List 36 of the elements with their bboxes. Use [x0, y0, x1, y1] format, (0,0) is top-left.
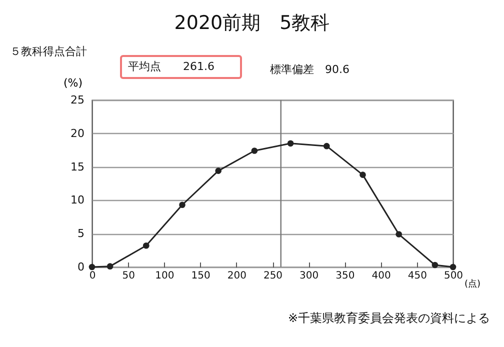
x-tick-label: 350 — [336, 270, 355, 282]
point — [251, 148, 258, 154]
point — [450, 264, 456, 270]
y-tick-label: 25 — [70, 94, 84, 106]
point — [179, 202, 186, 208]
x-tick-label: 200 — [227, 270, 246, 282]
y-tick-label: 20 — [70, 126, 84, 140]
text: 平均点 261.6 — [127, 59, 216, 75]
y-tick-label: 5 — [78, 227, 84, 240]
point — [360, 172, 366, 178]
x-tick-label: 500 — [444, 270, 464, 282]
text: 標準偏差 90.6 — [270, 62, 350, 77]
x-tick-label: 50 — [122, 270, 135, 282]
x-tick-label: 300 — [300, 270, 319, 282]
chart-title: 2020前期 5教科 — [173, 11, 331, 36]
chart-subtitle: ５教科得点合計 — [10, 44, 87, 59]
x-axis-title: (点) — [464, 278, 481, 290]
x-tick-label: 150 — [191, 270, 210, 282]
point — [432, 262, 438, 268]
point — [88, 264, 96, 270]
text: ※千葉県教育委員会発表の資料による — [288, 310, 490, 327]
x-tick-label: 250 — [263, 270, 283, 282]
x-tick-label: 0 — [89, 270, 96, 282]
y-tick-label: 15 — [70, 160, 84, 174]
point — [396, 231, 402, 238]
y-tick-label: 0 — [78, 260, 84, 274]
point — [323, 142, 330, 150]
point — [215, 168, 222, 174]
point — [106, 263, 114, 270]
x-tick-label: 450 — [408, 270, 427, 282]
x-tick-label: 100 — [155, 270, 174, 282]
y-axis-title: (%) — [63, 76, 82, 90]
point — [287, 140, 294, 147]
y-tick-label: 10 — [70, 194, 84, 207]
x-tick-label: 400 — [372, 270, 391, 282]
point — [142, 242, 150, 249]
